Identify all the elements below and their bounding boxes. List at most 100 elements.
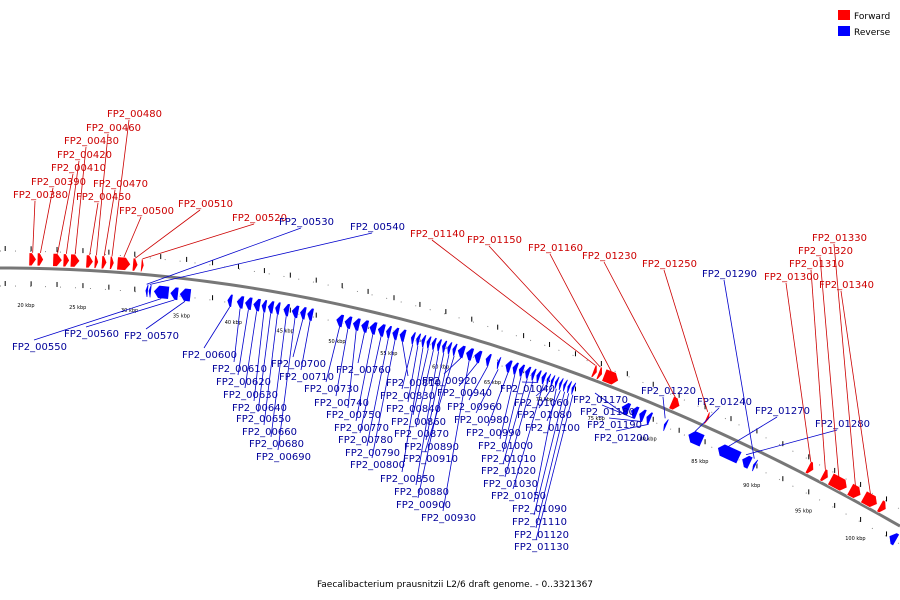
gene-label[interactable]: FP2_00730	[304, 384, 359, 395]
gene-fp2_01280[interactable]	[739, 453, 754, 470]
gene-fp2_00880[interactable]	[435, 338, 443, 353]
gene-label[interactable]: FP2_00710	[279, 372, 334, 383]
gene-fp2_01020[interactable]	[523, 365, 533, 380]
gene-fp2_01340[interactable]	[860, 490, 881, 510]
gene-label[interactable]: FP2_00830	[380, 391, 435, 402]
gene-label[interactable]: FP2_01150	[467, 235, 522, 246]
gene-fp2_00560[interactable]	[169, 286, 180, 301]
gene-fp2_01310[interactable]	[819, 468, 832, 483]
gene-fp2_01130[interactable]	[569, 381, 577, 396]
gene-label[interactable]: FP2_00460	[86, 123, 141, 134]
gene-label[interactable]: FP2_00850	[380, 474, 435, 485]
gene-label[interactable]: FP2_00420	[57, 150, 112, 161]
gene-label[interactable]: FP2_00450	[76, 192, 131, 203]
gene-fp2_01320[interactable]	[827, 472, 851, 493]
gene-label[interactable]: FP2_00890	[404, 442, 459, 453]
gene-label[interactable]: FP2_01000	[478, 441, 533, 452]
gene-fp2_01300[interactable]	[804, 460, 816, 475]
gene-label[interactable]: FP2_01300	[764, 272, 819, 283]
gene-label[interactable]: FP2_01170	[573, 395, 628, 406]
gene-fp2_01050[interactable]	[539, 371, 548, 386]
gene-label[interactable]: FP2_00430	[64, 136, 119, 147]
gene-fp2_00840[interactable]	[414, 332, 422, 347]
gene-fp2_00530[interactable]	[144, 283, 150, 298]
gene-label[interactable]: FP2_00840	[386, 404, 441, 415]
gene-fp2_01270[interactable]	[715, 442, 743, 465]
gene-label[interactable]: FP2_01050	[491, 491, 546, 502]
gene-fp2_00410[interactable]	[52, 253, 63, 267]
gene-label[interactable]: FP2_01190	[587, 420, 642, 431]
gene-fp2_00980[interactable]	[495, 356, 503, 370]
gene-fp2_00550[interactable]	[153, 285, 170, 300]
gene-label[interactable]: FP2_00390	[31, 177, 86, 188]
gene-fp2_01060[interactable]	[544, 373, 552, 387]
gene-label[interactable]: FP2_00540	[350, 222, 405, 233]
gene-fp2_01110[interactable]	[561, 378, 569, 393]
gene-label[interactable]: FP2_00620	[216, 377, 271, 388]
gene-label[interactable]: FP2_00760	[336, 365, 391, 376]
gene-label[interactable]: FP2_00480	[107, 109, 162, 120]
gene-label[interactable]: FP2_00570	[124, 331, 179, 342]
gene-label[interactable]: FP2_00550	[12, 342, 67, 353]
gene-label[interactable]: FP2_01020	[481, 466, 536, 477]
gene-fp2_00920[interactable]	[456, 344, 467, 360]
gene-label[interactable]: FP2_00750	[326, 410, 381, 421]
gene-label[interactable]: FP2_01090	[512, 504, 567, 515]
gene-fp2_00780[interactable]	[376, 323, 387, 338]
gene-label[interactable]: FP2_00610	[212, 364, 267, 375]
gene-fp2_00900[interactable]	[445, 341, 454, 356]
gene-fp2_01150[interactable]	[595, 366, 604, 381]
gene-fp2_00990[interactable]	[503, 359, 514, 374]
gene-fp2_01120[interactable]	[565, 380, 573, 394]
gene-fp2_00610[interactable]	[235, 295, 245, 310]
gene-fp2_00850[interactable]	[419, 334, 428, 348]
gene-label[interactable]: FP2_00660	[242, 427, 297, 438]
gene-fp2_00430[interactable]	[69, 253, 81, 268]
gene-label[interactable]: FP2_01040	[500, 384, 555, 395]
gene-label[interactable]: FP2_00380	[13, 190, 68, 201]
gene-fp2_01100[interactable]	[557, 377, 565, 391]
gene-label[interactable]: FP2_01160	[528, 243, 583, 254]
gene-fp2_00630[interactable]	[252, 298, 262, 313]
gene-fp2_01230[interactable]	[668, 396, 683, 412]
gene-label[interactable]: FP2_01340	[819, 280, 874, 291]
gene-label[interactable]: FP2_01200	[594, 433, 649, 444]
gene-label[interactable]: FP2_00770	[334, 423, 389, 434]
gene-fp2_00620[interactable]	[244, 296, 254, 311]
gene-label[interactable]: FP2_00960	[447, 402, 502, 413]
gene-fp2_00540[interactable]	[147, 284, 153, 298]
gene-fp2_00740[interactable]	[343, 315, 354, 330]
gene-label[interactable]: FP2_00990	[466, 428, 521, 439]
gene-fp2_00660[interactable]	[274, 301, 282, 316]
gene-fp2_01350[interactable]	[876, 499, 890, 515]
gene-label[interactable]: FP2_01330	[812, 233, 867, 244]
gene-label[interactable]: FP2_00700	[271, 359, 326, 370]
gene-label[interactable]: FP2_00940	[437, 388, 492, 399]
gene-fp2_00680[interactable]	[282, 303, 291, 318]
gene-fp2_00750[interactable]	[351, 317, 362, 332]
gene-fp2_00690[interactable]	[290, 304, 301, 319]
gene-fp2_01010[interactable]	[516, 363, 526, 378]
gene-fp2_01240[interactable]	[685, 429, 706, 448]
gene-fp2_01000[interactable]	[510, 361, 520, 376]
gene-fp2_00640[interactable]	[260, 299, 268, 314]
gene-fp2_00390[interactable]	[36, 252, 44, 267]
gene-label[interactable]: FP2_01280	[815, 419, 870, 430]
gene-fp2_00450[interactable]	[85, 254, 94, 269]
gene-label[interactable]: FP2_01100	[525, 423, 580, 434]
gene-label[interactable]: FP2_01240	[697, 397, 752, 408]
gene-fp2_01290[interactable]	[750, 459, 759, 473]
gene-label[interactable]: FP2_01290	[702, 269, 757, 280]
gene-label[interactable]: FP2_01180	[580, 407, 635, 418]
gene-label[interactable]: FP2_00500	[119, 206, 174, 217]
gene-fp2_00960[interactable]	[483, 353, 493, 367]
gene-label[interactable]: FP2_01230	[582, 251, 637, 262]
gene-label[interactable]: FP2_00630	[223, 390, 278, 401]
gene-fp2_00770[interactable]	[368, 321, 379, 336]
gene-label[interactable]: FP2_00920	[422, 376, 477, 387]
gene-label[interactable]: FP2_00600	[182, 350, 237, 361]
gene-fp2_00910[interactable]	[450, 343, 459, 357]
gene-label[interactable]: FP2_00870	[394, 429, 449, 440]
gene-label[interactable]: FP2_01130	[514, 542, 569, 553]
gene-fp2_01220[interactable]	[661, 418, 670, 432]
